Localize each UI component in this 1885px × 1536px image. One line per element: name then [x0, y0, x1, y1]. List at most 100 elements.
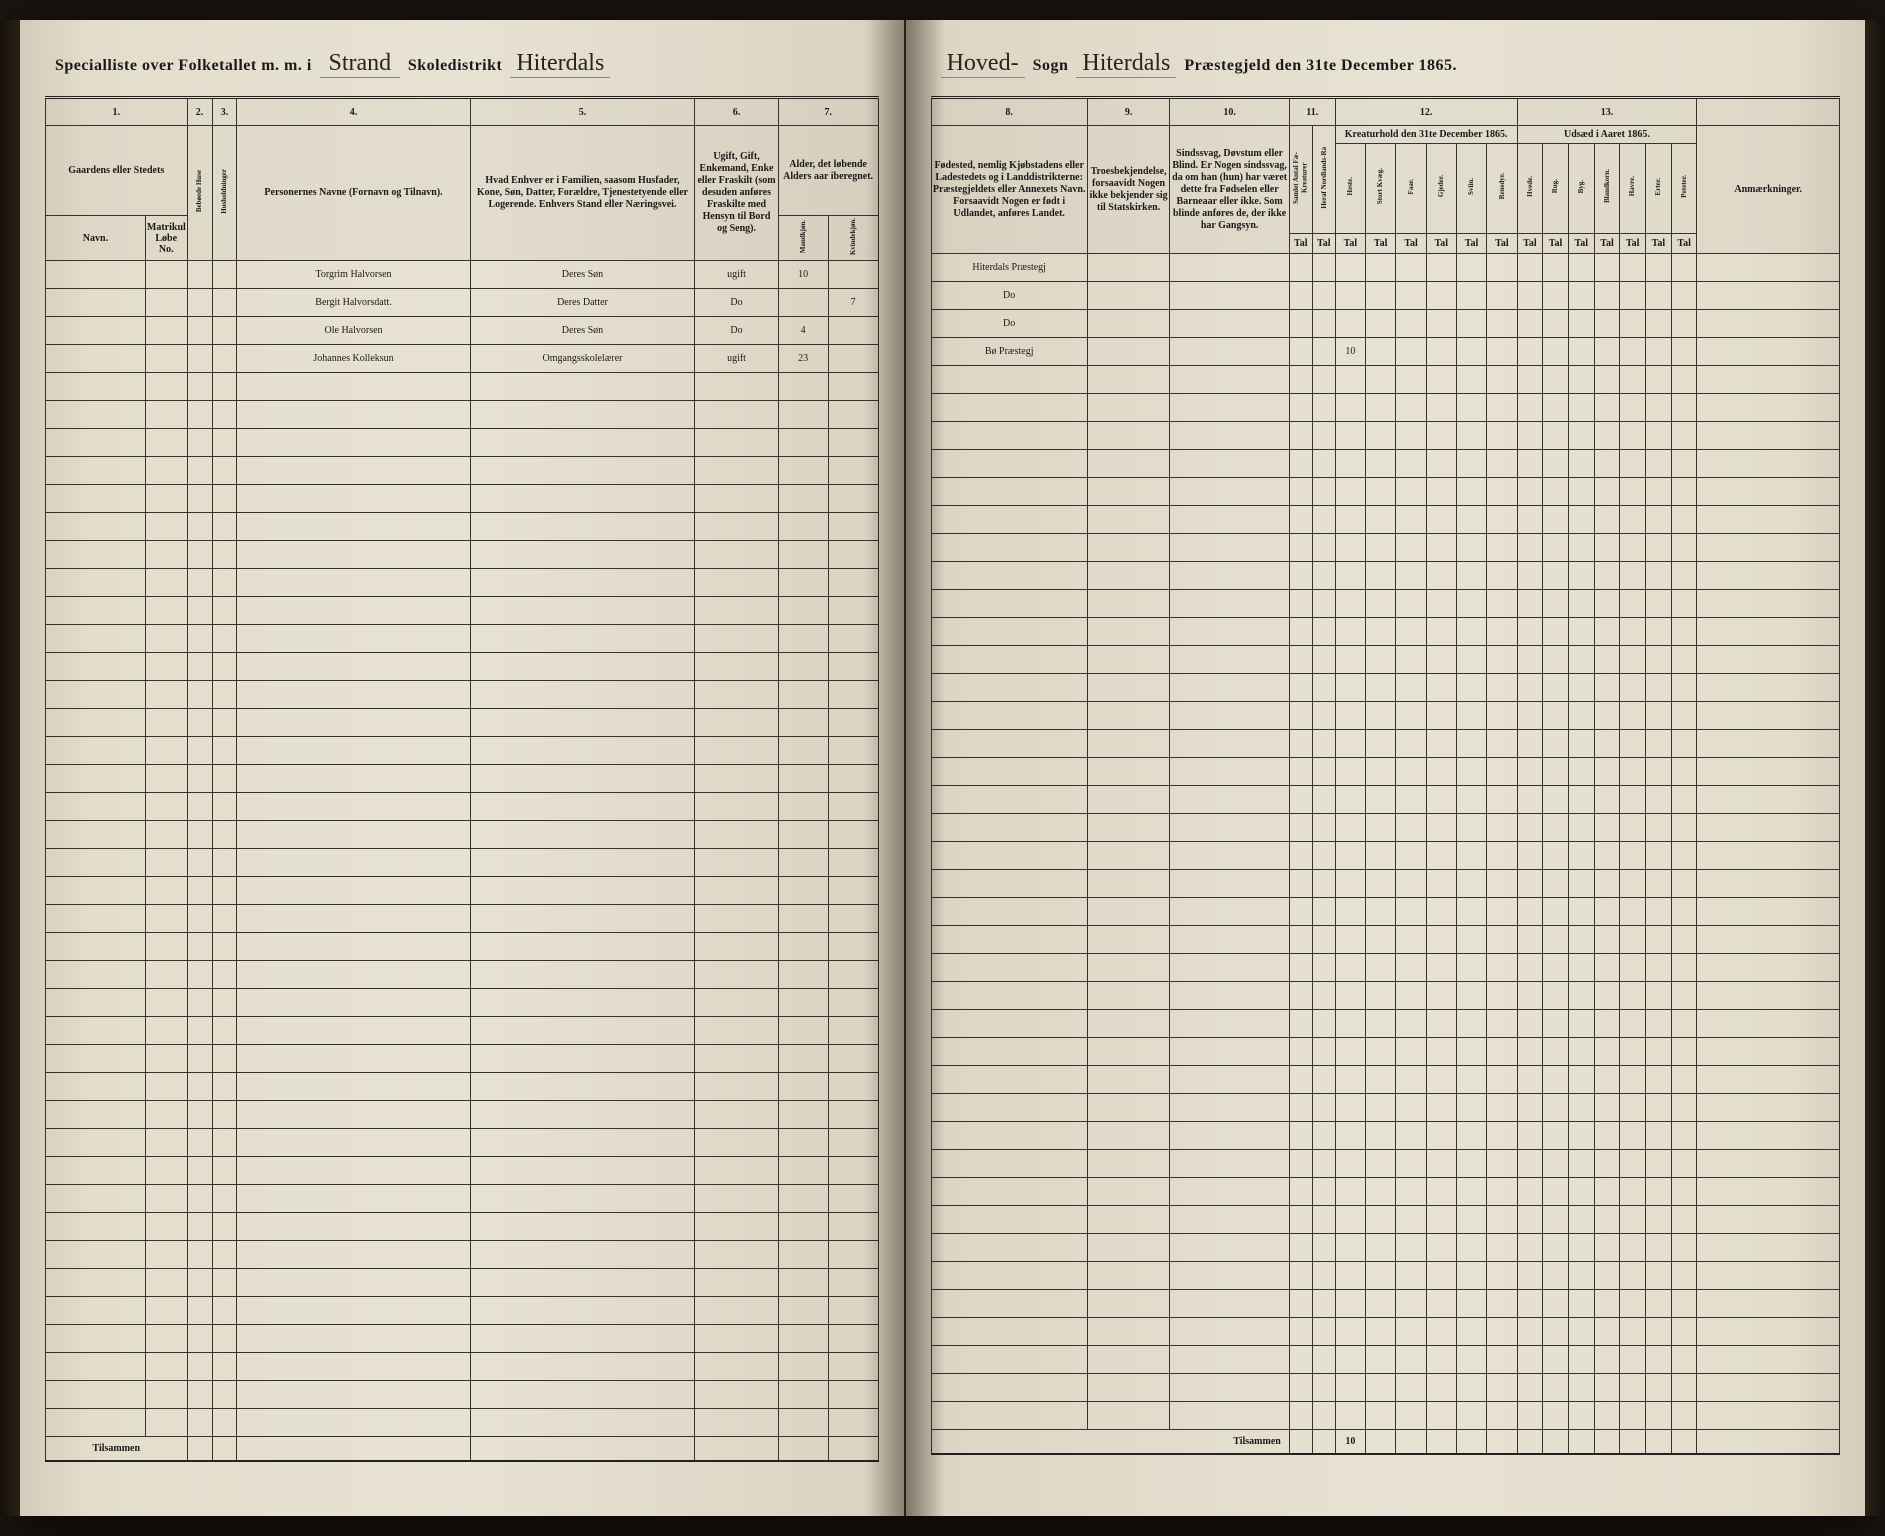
table-row-empty — [46, 709, 879, 737]
person-name: Ole Halvorsen — [237, 317, 470, 345]
table-row-empty — [46, 933, 879, 961]
title-text: Skoledistrikt — [408, 57, 503, 75]
right-table-body: Hiterdals PræstegjDoDoBø Præstegj10 — [931, 254, 1839, 1430]
table-row-empty — [931, 534, 1839, 562]
col-1: 1. — [46, 98, 188, 126]
table-row-empty — [931, 1346, 1839, 1374]
col-4: 4. — [237, 98, 470, 126]
h13e: Havre. — [1628, 176, 1636, 196]
h1b: Navn. — [46, 216, 146, 261]
h4: Personernes Navne (Fornavn og Tilnavn). — [237, 126, 470, 261]
table-row-empty — [931, 982, 1839, 1010]
h12d: Gjeder. — [1437, 175, 1445, 197]
table-row-empty — [931, 1066, 1839, 1094]
table-row: Torgrim HalvorsenDeres Sønugift10 — [46, 261, 879, 289]
h12f: Rensdyr. — [1498, 173, 1506, 199]
table-row-empty — [46, 653, 879, 681]
table-row-empty — [46, 457, 879, 485]
col-9: 9. — [1087, 98, 1170, 126]
h8: Fødested, nemlig Kjøbstadens eller Lades… — [931, 126, 1087, 254]
table-row-empty — [931, 758, 1839, 786]
col-6: 6. — [695, 98, 778, 126]
table-row-empty — [46, 569, 879, 597]
title-row-right: Hoved- Sogn Hiterdals Præstegjeld den 31… — [931, 50, 1840, 78]
book-binding-right — [1865, 20, 1885, 1516]
table-row-empty — [931, 842, 1839, 870]
h14: Anmærkninger. — [1697, 126, 1840, 254]
person-name: Bergit Halvorsdatt. — [237, 289, 470, 317]
h11a: Samlet Antal Fæ-Kreaturer — [1292, 138, 1309, 218]
h13t: Udsæd i Aaret 1865. — [1517, 126, 1697, 144]
title-text: Sogn — [1033, 57, 1069, 75]
col-8: 8. — [931, 98, 1087, 126]
col-13: 13. — [1517, 98, 1697, 126]
table-row-empty — [46, 1045, 879, 1073]
page-left: Specialliste over Folketallet m. m. i St… — [20, 20, 906, 1516]
table-row-empty — [46, 1129, 879, 1157]
age-male: 10 — [778, 261, 828, 289]
age-female — [828, 317, 878, 345]
table-row-empty — [931, 1290, 1839, 1318]
h12b: Stort Kvæg. — [1376, 168, 1384, 204]
table-row-empty — [931, 786, 1839, 814]
table-row: Do — [931, 310, 1839, 338]
birthplace: Hiterdals Præstegj — [931, 254, 1087, 282]
h5: Hvad Enhver er i Familien, saasom Husfad… — [470, 126, 695, 261]
person-relation: Omgangsskolelærer — [470, 345, 695, 373]
h13g: Poteter. — [1680, 175, 1688, 198]
col-7: 7. — [778, 98, 878, 126]
table-row-empty — [46, 625, 879, 653]
table-row: Hiterdals Præstegj — [931, 254, 1839, 282]
table-row-empty — [46, 429, 879, 457]
table-row-empty — [931, 478, 1839, 506]
ledger-table-right: 8. 9. 10. 11. 12. 13. Fødested, nemlig K… — [931, 96, 1840, 1455]
h9: Troesbekjendelse, forsaavidt Nogen ikke … — [1087, 126, 1170, 254]
table-row-empty — [931, 1318, 1839, 1346]
col-11: 11. — [1289, 98, 1335, 126]
table-row-empty — [931, 1374, 1839, 1402]
table-row-empty — [46, 681, 879, 709]
h7b: Kvindekjøn. — [849, 218, 857, 255]
title-text: Præstegjeld den 31te December 1865. — [1184, 57, 1457, 75]
district-script: Strand — [320, 50, 400, 78]
birthplace: Do — [931, 310, 1087, 338]
table-row-empty — [931, 1150, 1839, 1178]
h12a: Heste. — [1346, 177, 1354, 195]
marital-status: Do — [695, 289, 778, 317]
table-row-empty — [46, 1409, 879, 1437]
table-row-empty — [46, 765, 879, 793]
person-name: Johannes Kolleksun — [237, 345, 470, 373]
table-row-empty — [46, 513, 879, 541]
table-row-empty — [931, 1122, 1839, 1150]
table-row-empty — [931, 422, 1839, 450]
table-row-empty — [46, 1241, 879, 1269]
h13a: Hvede. — [1526, 176, 1534, 197]
table-row-empty — [931, 814, 1839, 842]
h12c: Faar. — [1407, 179, 1415, 195]
parish-script: Hiterdals — [1076, 50, 1176, 78]
table-row-empty — [46, 597, 879, 625]
h7: Alder, det løbende Alders aar iberegnet. — [778, 126, 878, 216]
table-row-empty — [46, 849, 879, 877]
h13c: Byg. — [1577, 180, 1585, 193]
col-3: 3. — [212, 98, 237, 126]
age-female — [828, 261, 878, 289]
table-row-empty — [931, 646, 1839, 674]
col-remarks — [1697, 98, 1840, 126]
h13f: Erter. — [1654, 178, 1662, 195]
h13d: Blandkorn. — [1603, 169, 1611, 203]
h2: Bebøede Huse — [195, 170, 203, 212]
table-row-empty — [46, 1353, 879, 1381]
col-2: 2. — [187, 98, 212, 126]
marital-status: ugift — [695, 345, 778, 373]
table-row-empty — [46, 541, 879, 569]
h12t: Kreaturhold den 31te December 1865. — [1335, 126, 1517, 144]
person-relation: Deres Søn — [470, 317, 695, 345]
h1c: Matrikul Løbe No. — [145, 216, 187, 261]
birthplace: Bø Præstegj — [931, 338, 1087, 366]
table-row-empty — [46, 1269, 879, 1297]
table-row-empty — [46, 1213, 879, 1241]
age-female — [828, 345, 878, 373]
age-male — [778, 289, 828, 317]
person-name: Torgrim Halvorsen — [237, 261, 470, 289]
